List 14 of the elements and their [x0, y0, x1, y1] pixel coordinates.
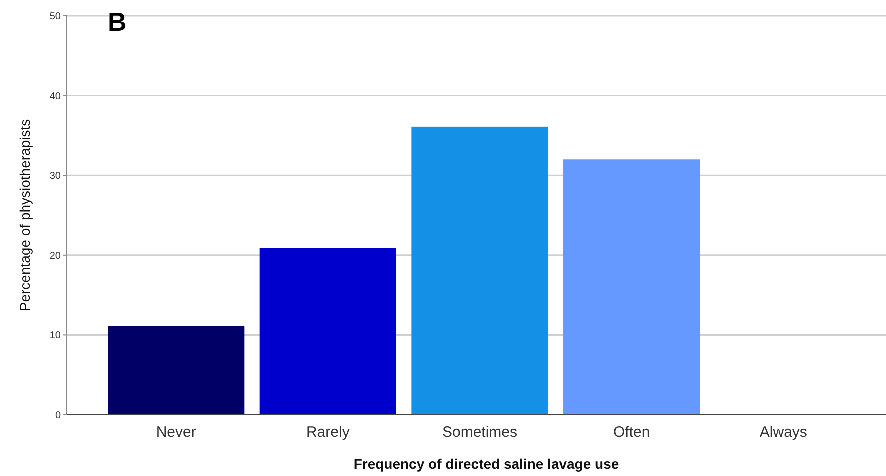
x-tick-label: Often — [613, 424, 650, 441]
y-tick-label: 30 — [50, 171, 62, 182]
y-tick-label: 20 — [50, 250, 62, 262]
y-tick-label: 50 — [50, 12, 62, 22]
y-axis-title: Percentage of physiotherapists — [17, 119, 33, 312]
x-tick-label: Sometimes — [442, 424, 518, 441]
x-tick-label: Rarely — [306, 424, 350, 441]
y-tick-label: 40 — [50, 91, 62, 102]
x-axis-title: Frequency of directed saline lavage use — [354, 456, 620, 472]
x-tick-label: Always — [760, 424, 808, 441]
x-tick-label: Never — [156, 424, 196, 441]
annotation: B — [108, 7, 127, 37]
y-tick-label: 0 — [55, 410, 62, 422]
y-tick-label: 10 — [50, 330, 62, 342]
